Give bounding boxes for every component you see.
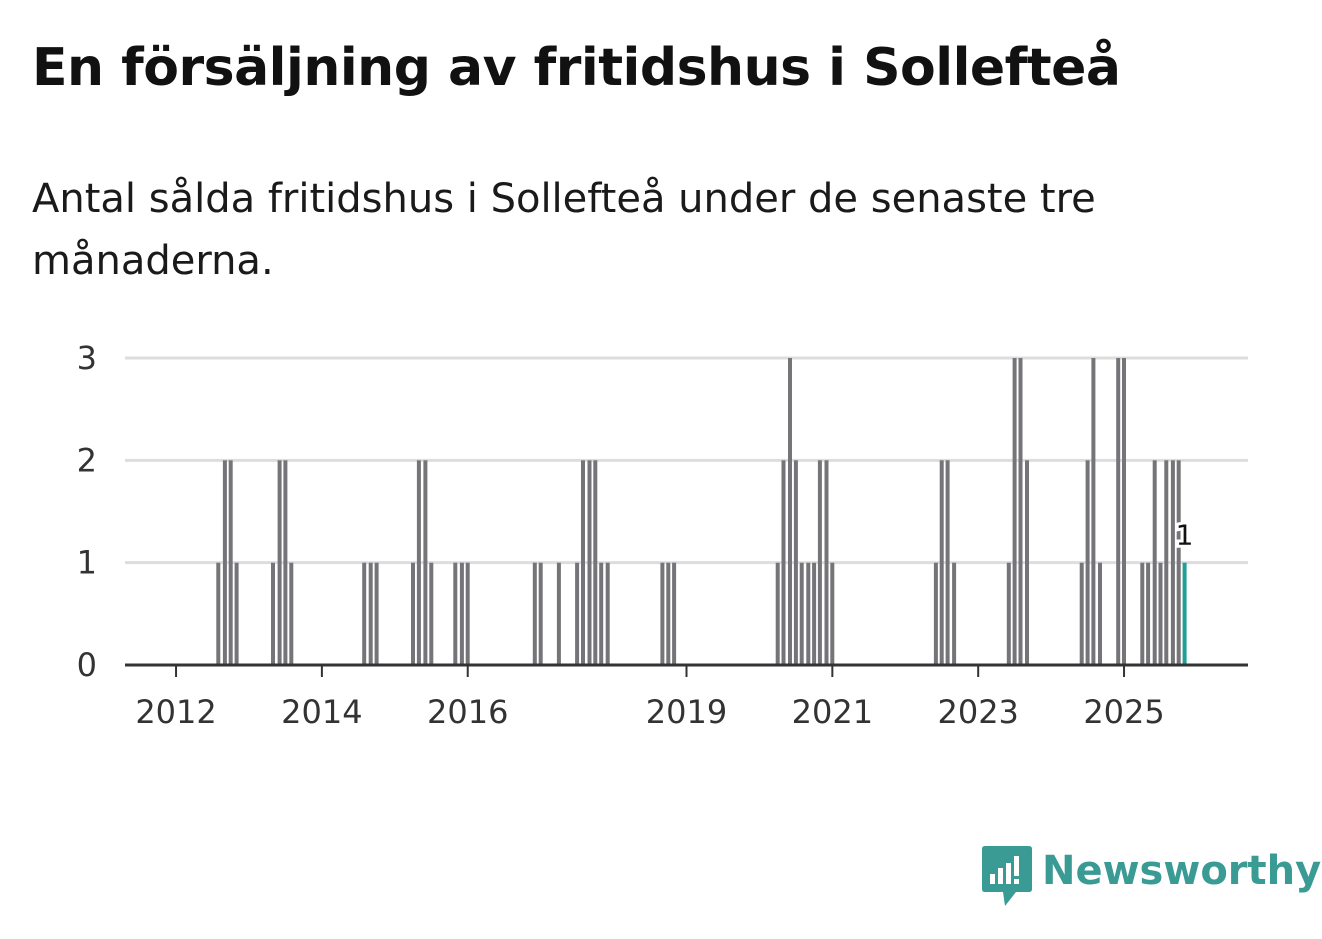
bar	[830, 562, 835, 665]
bar	[416, 460, 421, 665]
bar	[605, 562, 610, 665]
bar	[1079, 562, 1084, 665]
bar	[411, 562, 415, 665]
bar	[775, 562, 780, 665]
bar	[1146, 562, 1151, 665]
bar	[581, 460, 585, 665]
bar	[459, 562, 464, 665]
bar	[599, 562, 604, 665]
bar	[532, 562, 537, 665]
highlighted-bar	[1182, 562, 1187, 665]
bar	[277, 460, 282, 665]
y-tick-label: 2	[77, 441, 97, 479]
bar	[575, 562, 580, 665]
bar	[933, 562, 938, 665]
x-tick-label: 2021	[792, 693, 873, 731]
page-title: En försäljning av fritidshus i Sollefteå	[32, 38, 1121, 98]
bar	[374, 562, 379, 665]
bar	[1091, 358, 1096, 665]
bar	[1152, 460, 1157, 665]
bar	[234, 562, 239, 665]
bar	[793, 460, 798, 665]
bar	[952, 562, 957, 665]
bar	[587, 460, 592, 665]
bar	[781, 460, 786, 665]
bar	[283, 460, 288, 665]
bar	[1098, 562, 1102, 665]
x-tick-label: 2023	[937, 693, 1018, 731]
bar	[222, 460, 227, 665]
brand-name: Newsworthy	[1042, 848, 1322, 894]
bar	[806, 562, 811, 665]
bar	[812, 562, 817, 665]
bar	[1025, 460, 1029, 665]
bar	[1085, 460, 1090, 665]
bar-chart: 0 1 2 3 1 2012 2014 2016 2019 2021 2023 2025	[77, 339, 1248, 731]
x-tick-label: 2025	[1083, 693, 1164, 731]
bar	[362, 562, 367, 665]
bar	[289, 562, 294, 665]
page-subtitle: Antal sålda fritidshus i Sollefteå under…	[32, 176, 1096, 284]
x-tick-label: 2016	[427, 693, 508, 731]
y-tick-label: 0	[77, 646, 97, 684]
bar	[216, 562, 221, 665]
bar	[538, 562, 543, 665]
chart-bubble-icon	[982, 846, 1032, 906]
bar	[1140, 562, 1145, 665]
bar	[799, 562, 804, 665]
bar	[1176, 460, 1181, 665]
y-tick-label: 1	[77, 544, 97, 582]
bar	[453, 562, 458, 665]
bar	[556, 562, 561, 665]
bar	[429, 562, 434, 665]
bar	[1006, 562, 1011, 665]
bar	[660, 562, 665, 665]
bar	[666, 562, 671, 665]
bar	[945, 460, 950, 665]
bar	[939, 460, 944, 665]
bar	[271, 562, 275, 665]
bar	[423, 460, 428, 665]
x-tick-label: 2014	[281, 693, 362, 731]
bar	[788, 358, 792, 665]
bar	[1018, 358, 1023, 665]
bar	[1012, 358, 1017, 665]
bar	[817, 460, 822, 665]
bar-value-label: 1	[1176, 519, 1194, 552]
bar	[1122, 358, 1126, 665]
x-tick-label: 2019	[646, 693, 727, 731]
bar	[1116, 358, 1121, 665]
x-tick-label: 2012	[135, 693, 216, 731]
bar	[672, 562, 677, 665]
bar	[1164, 460, 1169, 665]
bar	[228, 460, 233, 665]
y-tick-label: 3	[77, 339, 97, 377]
bar	[368, 562, 373, 665]
bar	[1170, 460, 1175, 665]
bar	[1158, 562, 1163, 665]
newsworthy-logo: Newsworthy	[982, 846, 1321, 908]
bar	[824, 460, 829, 665]
bar	[593, 460, 598, 665]
bar	[465, 562, 470, 665]
